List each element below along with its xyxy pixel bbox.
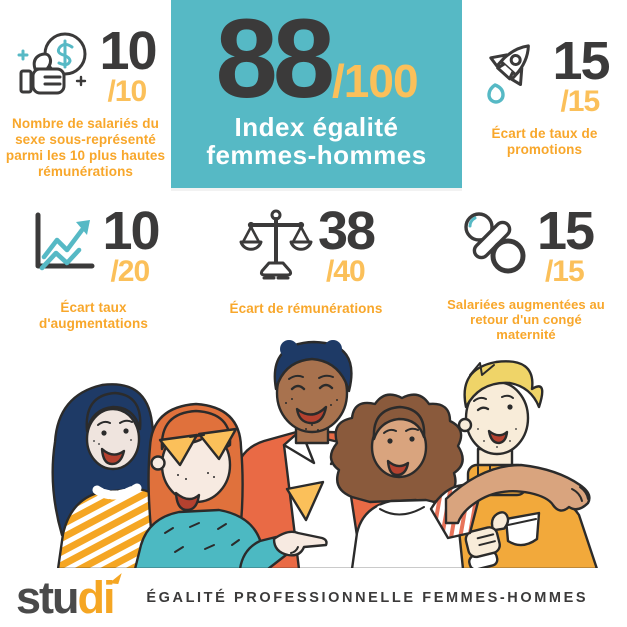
stat-total: /15	[560, 84, 600, 118]
stat-total: /15	[544, 254, 585, 288]
footer-bar: studi ÉGALITÉ PROFESSIONNELLE FEMMES-HOM…	[0, 568, 627, 627]
index-total: /100	[332, 54, 419, 107]
stat-label: Salariées augmentées au retour d'un cong…	[447, 296, 605, 343]
footer-title: ÉGALITÉ PROFESSIONNELLE FEMMES-HOMMES	[146, 589, 589, 606]
rocket-icon	[480, 37, 548, 105]
stat-total: /20	[110, 254, 150, 288]
stat-score: 15	[536, 201, 595, 261]
person-redhead-woman	[133, 402, 328, 569]
top-row: 10 /10 Nombre de salariés du sexe sous-r…	[0, 0, 627, 188]
stat-total: /40	[325, 254, 366, 288]
logo-text-dark: stu	[16, 572, 79, 623]
thumbs-up-coin-icon	[15, 27, 95, 107]
stat-score: 38	[317, 201, 376, 261]
middle-row: 10 /20 Écart taux d'augmentations	[0, 201, 627, 343]
stat-hautes-remunerations: 10 /10 Nombre de salariés du sexe sous-r…	[0, 0, 171, 188]
person-curly-woman	[329, 393, 591, 569]
index-score: 88	[215, 0, 335, 121]
stat-label: Nombre de salariés du sexe sous-représen…	[5, 116, 166, 179]
stat-conge-maternite: 15 /15 Salariées augmentées au retour d'…	[425, 201, 627, 343]
studi-logo: studi	[16, 575, 114, 620]
stat-augmentations: 10 /20 Écart taux d'augmentations	[0, 201, 187, 343]
stat-promotions: 15 /15 Écart de taux de promotions	[462, 0, 627, 188]
logo-text-accent: di	[77, 572, 116, 623]
stat-label: Écart taux d'augmentations	[39, 299, 148, 331]
stat-label: Écart de taux de promotions	[491, 125, 598, 157]
stat-score: 10	[102, 201, 160, 261]
stat-total: /10	[107, 74, 147, 108]
pacifier-icon	[459, 207, 533, 281]
index-title: Index égalité femmes-hommes	[206, 111, 427, 170]
scales-icon	[238, 207, 314, 281]
stat-score: 10	[99, 21, 157, 81]
stat-score: 15	[552, 31, 610, 91]
stat-label: Écart de rémunérations	[229, 300, 383, 316]
index-score-panel: 88 /100 Index égalité femmes-hommes	[171, 0, 462, 188]
stat-remunerations: 38 /40 Écart de rémunérations	[187, 201, 425, 343]
chart-icon	[28, 207, 98, 277]
group-illustration	[0, 337, 627, 569]
